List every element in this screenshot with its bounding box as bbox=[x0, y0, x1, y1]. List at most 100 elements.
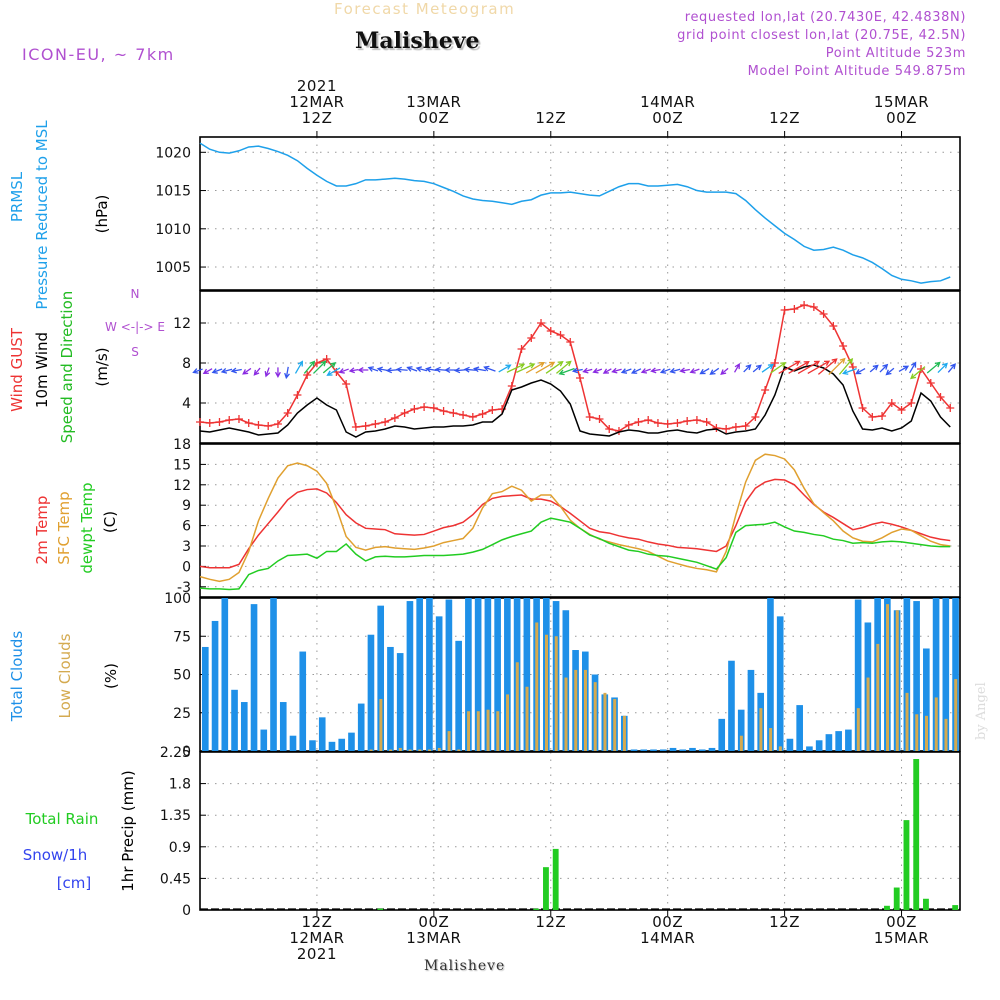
gust-marker bbox=[653, 419, 662, 427]
total-cloud-bar bbox=[523, 598, 531, 751]
y-tick-label: 50 bbox=[173, 668, 191, 684]
panel-pressure: 1005 1010 1015 1020 bbox=[155, 136, 961, 291]
rain-label: Total Rain bbox=[25, 810, 99, 828]
wind-arrow bbox=[659, 368, 671, 374]
low-cloud-bar bbox=[457, 749, 461, 751]
low-cloud-bar bbox=[583, 669, 587, 751]
gust-marker bbox=[254, 421, 263, 429]
wind-arrow bbox=[611, 367, 622, 374]
rain-bar bbox=[884, 905, 890, 910]
wind-arrow bbox=[838, 358, 854, 375]
pressure-unit: (hPa) bbox=[93, 195, 111, 234]
total-cloud-bar bbox=[825, 734, 833, 751]
time-tick-label: 12Z bbox=[535, 109, 567, 127]
wind-label: 10m Wind bbox=[33, 332, 51, 408]
gust-marker bbox=[566, 338, 575, 346]
gust-marker bbox=[410, 405, 419, 413]
y-tick-label: 0.9 bbox=[169, 840, 191, 856]
y-tick-label: 100 bbox=[164, 591, 191, 607]
total-cloud-bar bbox=[406, 601, 414, 751]
wind-arrow bbox=[582, 367, 593, 374]
y-tick-label: 0 bbox=[182, 744, 191, 760]
total-cloud-bar bbox=[923, 648, 930, 751]
total-cloud-bar bbox=[932, 598, 940, 751]
gust-marker bbox=[537, 319, 546, 327]
wind-arrow bbox=[592, 367, 603, 374]
gust-marker bbox=[751, 413, 760, 421]
wind-arrow bbox=[220, 367, 233, 374]
wind-arrow bbox=[415, 366, 428, 373]
total-cloud-bar bbox=[504, 598, 511, 751]
wind-arrow bbox=[556, 360, 572, 374]
gust-marker bbox=[809, 303, 818, 311]
wind-direction-label: Speed and Direction bbox=[58, 291, 76, 444]
wind-arrow bbox=[242, 367, 252, 375]
time-tick-label: 14MAR 00Z bbox=[640, 93, 696, 127]
gust-marker bbox=[351, 423, 360, 431]
wind-arrow bbox=[202, 368, 213, 375]
y-tick-label: 1.8 bbox=[169, 777, 191, 793]
compass-north: N bbox=[131, 287, 140, 301]
wind-arrow bbox=[855, 367, 866, 375]
wind-arrow bbox=[516, 363, 536, 373]
time-tick-label: 12Z bbox=[535, 913, 567, 931]
total-cloud-bar bbox=[767, 598, 774, 751]
low-cloud-bar bbox=[925, 715, 928, 751]
y-tick-label: 1.35 bbox=[160, 808, 191, 824]
low-cloud-bar bbox=[895, 610, 899, 751]
model-altitude: Model Point Altitude 549.875m bbox=[747, 64, 966, 79]
wind-arrow bbox=[525, 362, 546, 374]
total-cloud-bar bbox=[435, 616, 443, 751]
gust-marker bbox=[205, 419, 214, 427]
snow-label: Snow/1h bbox=[23, 846, 88, 864]
time-tick-label: 00Z 14MAR bbox=[640, 913, 696, 947]
gust-marker bbox=[546, 327, 555, 335]
gust-marker bbox=[936, 393, 945, 401]
footer-location: Malisheve bbox=[424, 958, 506, 974]
wind-arrow bbox=[879, 363, 889, 373]
wind-arrow bbox=[338, 368, 349, 374]
total-cloud-bar bbox=[815, 740, 823, 751]
gust-marker bbox=[605, 425, 614, 433]
wind-arrow bbox=[253, 367, 261, 376]
gust-marker bbox=[673, 419, 682, 427]
gust-marker bbox=[429, 404, 438, 412]
faint-title: Forecast Meteogram bbox=[334, 0, 516, 18]
y-tick-label: 2.25 bbox=[160, 745, 191, 761]
wind-arrow bbox=[313, 360, 327, 374]
pressure-line bbox=[199, 142, 951, 284]
low-cloud-bar bbox=[389, 749, 393, 751]
low-cloud-bar bbox=[525, 686, 529, 751]
total-cloud-bar bbox=[474, 598, 482, 751]
total-cloud-bar bbox=[796, 705, 803, 751]
y-tick-label: 6 bbox=[182, 519, 191, 535]
pressure-label: Pressure Reduced to MSL bbox=[33, 120, 51, 310]
gust-marker bbox=[449, 409, 458, 417]
gust-marker bbox=[273, 420, 282, 428]
wind-arrow bbox=[770, 361, 787, 374]
gust-marker bbox=[342, 380, 351, 388]
gust-marker bbox=[839, 342, 848, 350]
rain-bar bbox=[913, 759, 920, 910]
rain-bar bbox=[543, 867, 549, 910]
wind-arrow bbox=[303, 360, 316, 374]
wind-arrow bbox=[699, 368, 710, 375]
y-tick-label: 1005 bbox=[155, 260, 191, 276]
total-cloud-bar bbox=[806, 746, 813, 751]
total-cloud-bar bbox=[250, 604, 258, 751]
time-tick-label: 00Z 13MAR bbox=[406, 913, 462, 947]
low-cloud-bar bbox=[467, 711, 471, 751]
total-cloud-bar bbox=[913, 601, 920, 751]
gust-marker bbox=[722, 425, 731, 433]
wind-arrow bbox=[192, 368, 203, 374]
wind-arrow bbox=[650, 367, 661, 374]
gust-marker bbox=[761, 386, 770, 394]
wind-arrow bbox=[720, 367, 729, 376]
gust-marker bbox=[390, 414, 399, 422]
low-cloud-bar bbox=[954, 679, 958, 751]
gust-marker bbox=[624, 421, 633, 429]
wind-arrow bbox=[558, 367, 575, 376]
gust-marker bbox=[712, 424, 721, 432]
wind-arrow bbox=[947, 363, 956, 373]
